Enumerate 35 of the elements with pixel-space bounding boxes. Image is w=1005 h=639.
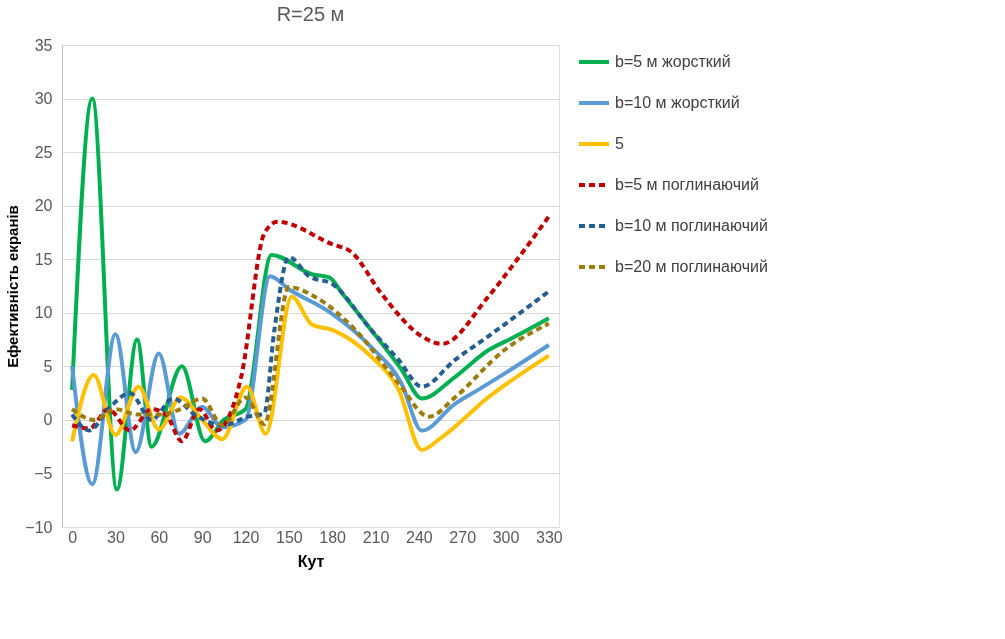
- x-tick-label: 270: [449, 528, 477, 546]
- x-tick-label: 180: [319, 528, 347, 546]
- x-tick-label: 330: [536, 528, 563, 546]
- x-tick-label: 60: [150, 528, 169, 546]
- legend-label: b=5 м поглинаючий: [615, 176, 759, 193]
- chart-title: R=25 м: [276, 3, 345, 25]
- line-series: [70, 285, 551, 428]
- x-tick-label: 300: [492, 528, 520, 546]
- x-tick-label: 240: [406, 528, 433, 546]
- legend-label: b=10 м жорсткий: [615, 94, 740, 111]
- x-tick-label: 30: [107, 528, 125, 546]
- y-tick-label: 10: [34, 304, 53, 322]
- x-axis-title: Кут: [297, 552, 325, 570]
- x-tick-label: 0: [68, 528, 78, 546]
- y-tick-label: −5: [34, 464, 53, 482]
- legend-label: 5: [615, 135, 624, 152]
- legend-label: b=20 м поглинаючий: [615, 258, 768, 275]
- line-series: [70, 214, 551, 444]
- legend-label: b=10 м поглинаючий: [615, 217, 768, 234]
- y-tick-label: 35: [34, 36, 53, 54]
- y-tick-label: 15: [34, 250, 53, 268]
- legend-label: b=5 м жорсткий: [615, 53, 731, 70]
- x-tick-label: 210: [362, 528, 390, 546]
- line-series: [70, 255, 551, 433]
- x-tick-label: 90: [193, 528, 212, 546]
- line-series: [70, 294, 551, 452]
- x-tick-label: 150: [275, 528, 303, 546]
- y-tick-label: 20: [34, 197, 53, 215]
- y-tick-label: 30: [34, 90, 53, 108]
- y-tick-label: −10: [25, 518, 53, 536]
- y-tick-label: 0: [43, 411, 53, 429]
- y-tick-label: 25: [34, 143, 53, 161]
- y-tick-label: 5: [43, 357, 53, 375]
- y-axis-title: Ефективність екранів: [4, 205, 22, 368]
- x-tick-label: 120: [232, 528, 260, 546]
